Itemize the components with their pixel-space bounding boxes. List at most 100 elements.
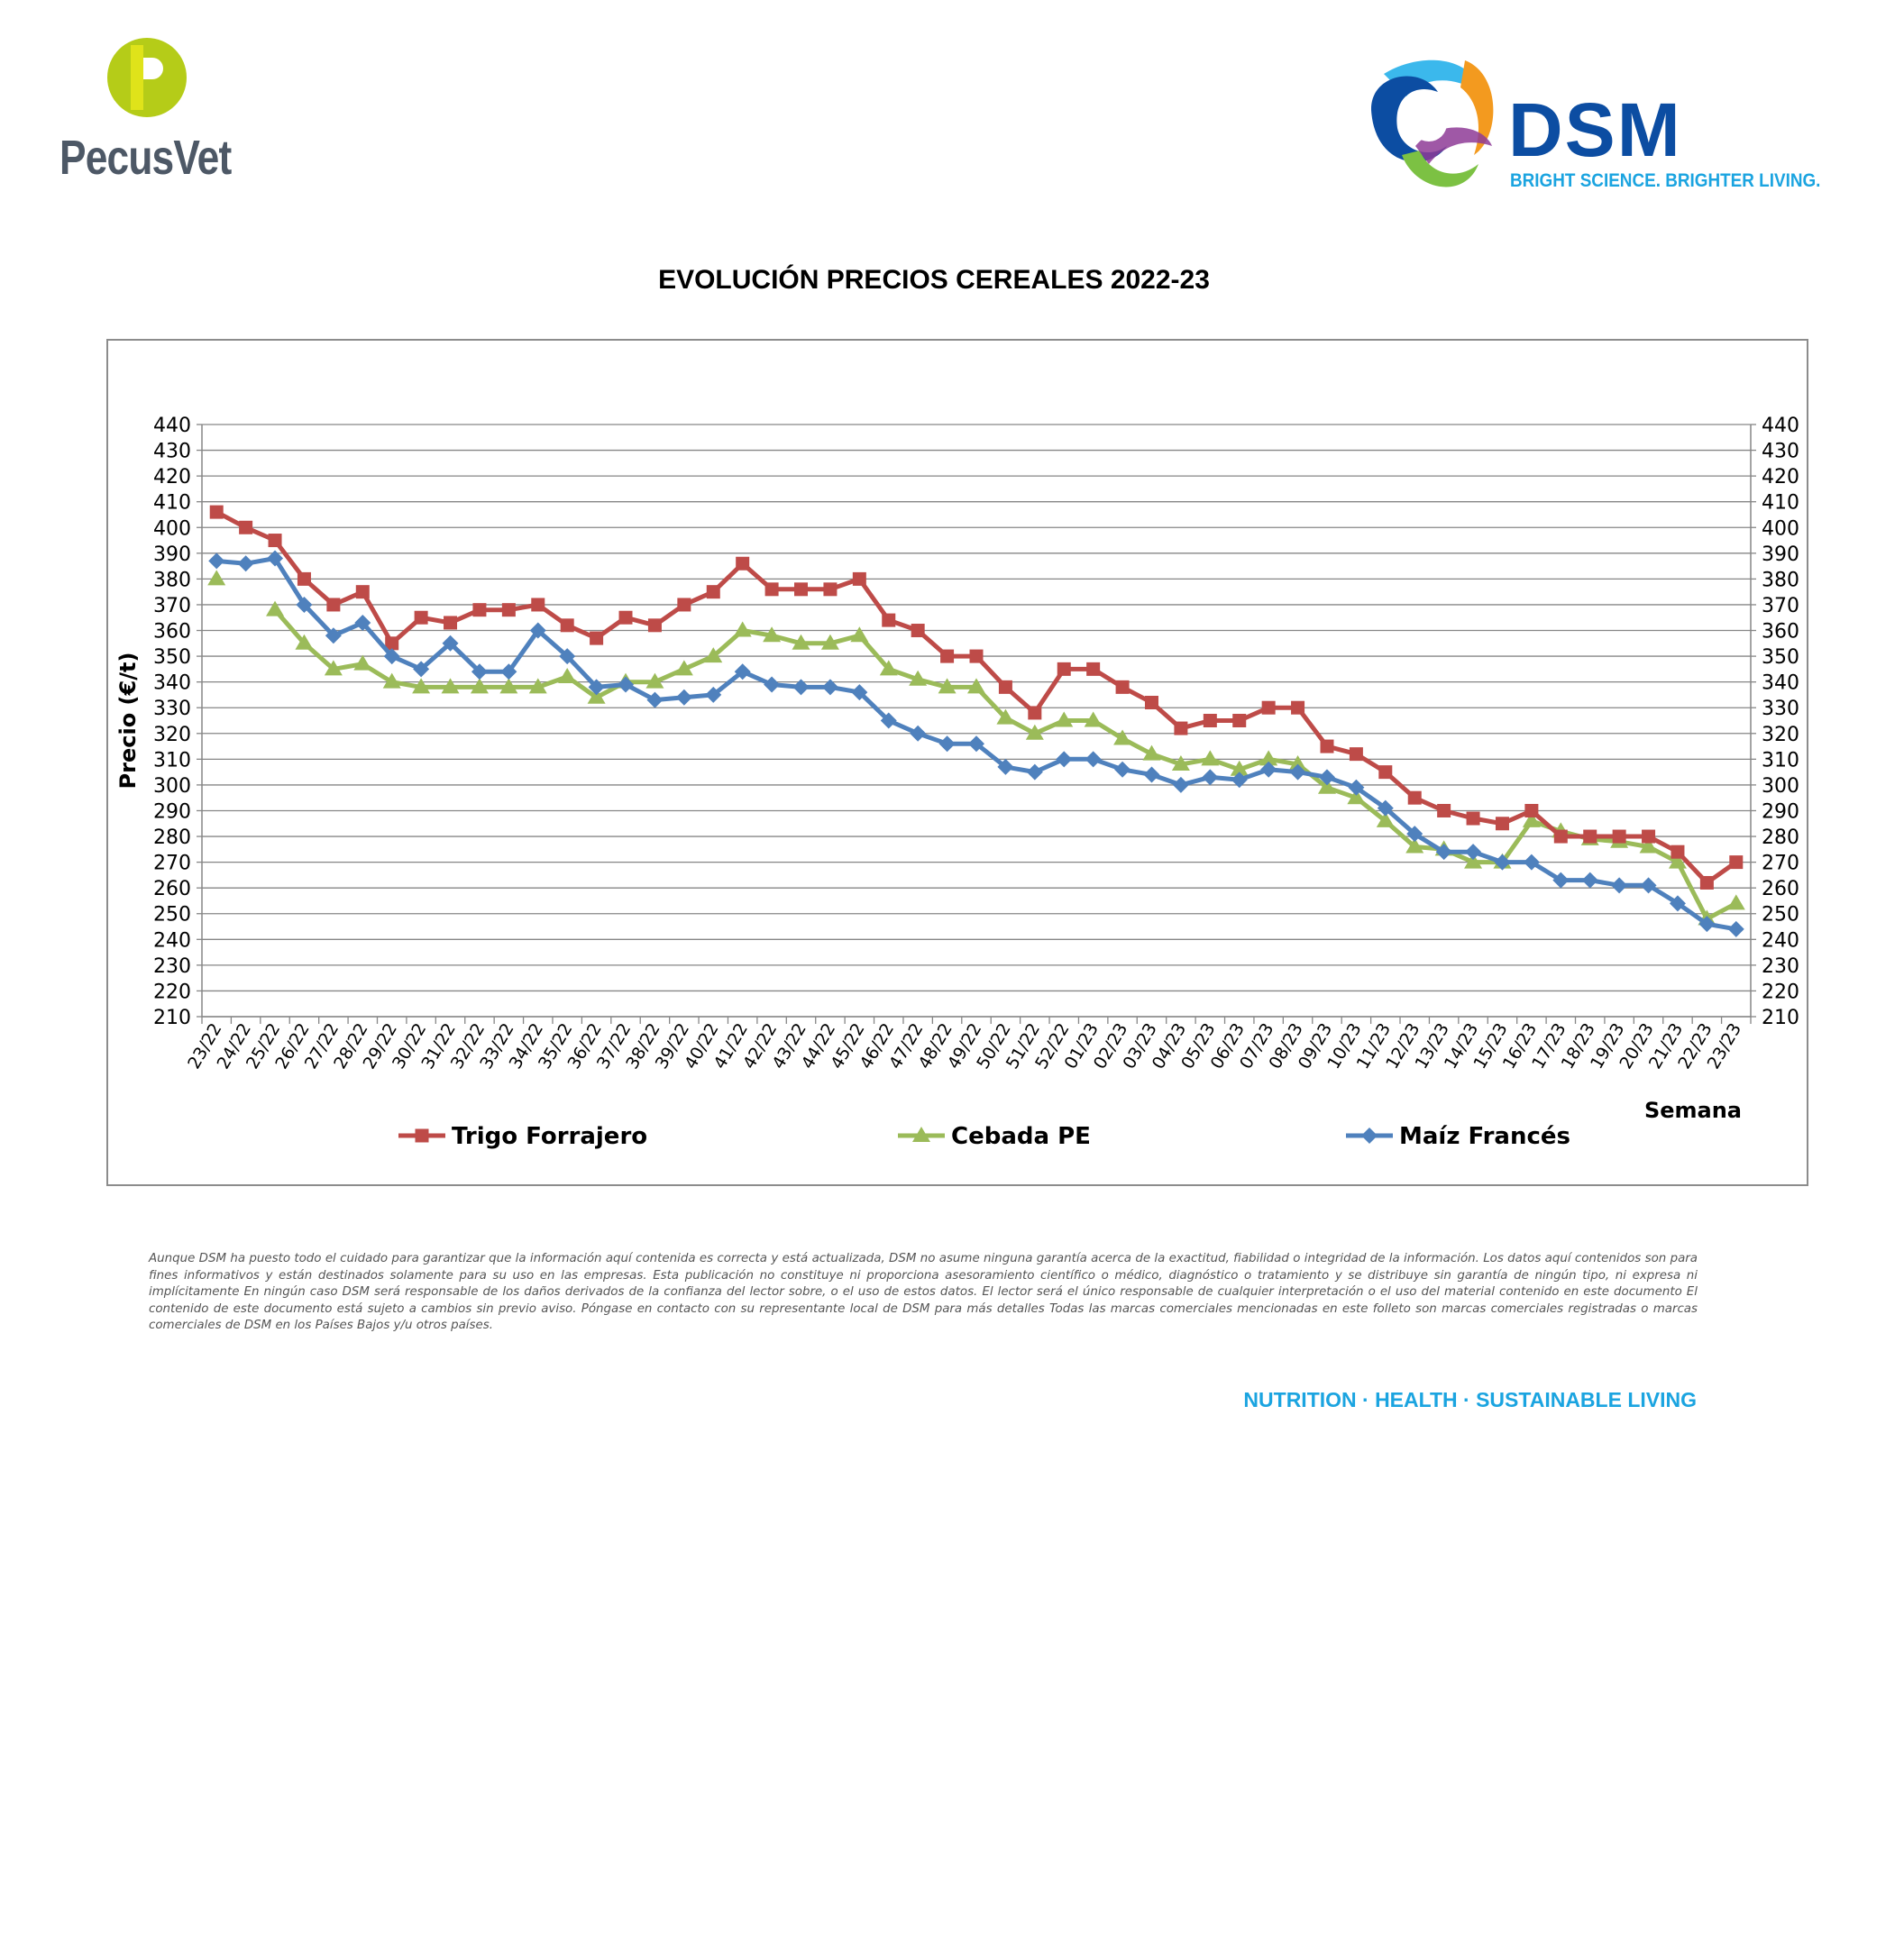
data-point — [1668, 853, 1687, 869]
data-point — [1406, 826, 1423, 843]
data-point — [326, 598, 341, 612]
data-point — [674, 660, 693, 676]
y2-tick-label: 370 — [1762, 595, 1799, 617]
y2-tick-label: 320 — [1762, 724, 1799, 746]
data-point — [1320, 739, 1334, 753]
data-point — [736, 556, 750, 571]
data-point — [1553, 829, 1568, 844]
data-point — [1201, 750, 1220, 766]
y2-tick-label: 230 — [1762, 955, 1799, 978]
data-point — [677, 598, 691, 612]
data-point — [1727, 920, 1744, 937]
y2-tick-label: 430 — [1762, 441, 1799, 463]
data-point — [1495, 817, 1509, 831]
data-point — [1171, 755, 1190, 772]
data-point — [1231, 772, 1248, 789]
data-point — [385, 636, 399, 651]
data-point — [880, 712, 897, 729]
data-point — [1203, 714, 1217, 727]
y2-tick-label: 360 — [1762, 621, 1799, 644]
y2-tick-label: 220 — [1762, 981, 1799, 1003]
data-point — [1522, 811, 1541, 827]
y-tick-label: 210 — [153, 1007, 191, 1029]
data-point — [1583, 829, 1597, 844]
y-tick-label: 270 — [153, 853, 191, 875]
data-point — [820, 634, 839, 650]
data-point — [704, 647, 723, 663]
data-point — [645, 672, 664, 689]
y2-tick-label: 250 — [1762, 904, 1799, 927]
data-point — [764, 676, 781, 693]
data-point — [997, 758, 1014, 775]
data-point — [998, 680, 1012, 694]
data-point — [1639, 837, 1658, 854]
data-point — [1143, 766, 1160, 783]
data-point — [1669, 895, 1686, 912]
y-tick-label: 370 — [153, 595, 191, 617]
data-point — [1261, 700, 1276, 715]
pecusvet-p-icon — [107, 38, 187, 117]
data-point — [647, 618, 662, 633]
dsm-logo: DSM BRIGHT SCIENCE. BRIGHTER LIVING. — [1366, 56, 1835, 209]
data-point — [558, 667, 577, 683]
data-point — [528, 678, 547, 694]
data-point — [266, 600, 285, 616]
y-tick-label: 300 — [153, 775, 191, 798]
y2-tick-label: 340 — [1762, 672, 1799, 695]
data-point — [1671, 845, 1685, 859]
y-tick-label: 330 — [153, 698, 191, 720]
data-point — [296, 596, 313, 613]
y-tick-label: 340 — [153, 672, 191, 695]
data-point — [560, 618, 574, 633]
data-point — [1640, 877, 1657, 894]
data-point — [590, 631, 604, 645]
y-axis-title: Precio (€/t) — [115, 653, 141, 790]
data-point — [1230, 760, 1249, 776]
data-point — [1726, 894, 1745, 910]
data-point — [1202, 769, 1219, 786]
data-point — [821, 679, 838, 696]
data-point — [851, 684, 868, 701]
data-point — [1115, 680, 1130, 694]
data-point — [355, 585, 370, 599]
data-point — [1378, 765, 1393, 780]
y-tick-label: 230 — [153, 955, 191, 978]
data-point — [444, 616, 458, 630]
data-point — [938, 678, 957, 694]
data-point — [353, 654, 372, 671]
data-point — [1056, 751, 1073, 768]
data-point — [733, 621, 752, 637]
data-point — [1174, 721, 1188, 735]
data-point — [325, 627, 342, 644]
data-point — [1084, 711, 1103, 727]
legend-swatch-marker — [1361, 1128, 1378, 1144]
data-point — [996, 708, 1015, 725]
data-point — [297, 571, 311, 586]
data-point — [879, 660, 898, 676]
data-point — [968, 735, 984, 753]
data-point — [414, 610, 428, 625]
y-tick-label: 440 — [153, 415, 191, 437]
y-tick-label: 350 — [153, 646, 191, 669]
data-point — [764, 582, 779, 597]
y-tick-label: 380 — [153, 569, 191, 591]
data-point — [794, 582, 809, 597]
data-point — [1464, 853, 1483, 869]
y2-tick-label: 270 — [1762, 853, 1799, 875]
data-point — [792, 634, 810, 650]
y-tick-label: 430 — [153, 441, 191, 463]
legend-label: Maíz Francés — [1399, 1123, 1570, 1150]
data-point — [706, 585, 720, 599]
data-point — [969, 649, 984, 663]
data-point — [763, 626, 782, 643]
data-point — [618, 676, 635, 693]
data-point — [383, 648, 400, 665]
data-point — [1465, 844, 1482, 861]
data-point — [1085, 751, 1102, 768]
y-tick-label: 220 — [153, 981, 191, 1003]
data-point — [1698, 916, 1716, 933]
data-point — [209, 505, 224, 519]
data-point — [529, 622, 546, 639]
y2-tick-label: 410 — [1762, 492, 1799, 515]
